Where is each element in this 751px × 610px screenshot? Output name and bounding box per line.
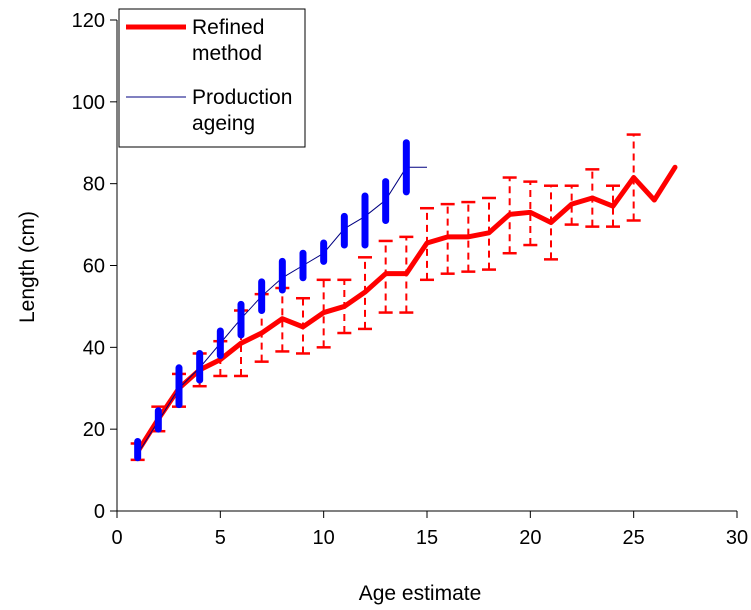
x-axis-title: Age estimate (359, 582, 482, 605)
legend-label-production: Production (192, 86, 292, 109)
x-tick-label: 20 (519, 527, 541, 549)
x-tick-label: 25 (623, 527, 645, 549)
y-axis-title: Length (cm) (16, 211, 39, 323)
plot-area (130, 133, 678, 462)
legend: Refined method Production ageing (118, 8, 306, 148)
x-tick-label: 15 (416, 527, 438, 549)
x-tick-label: 10 (313, 527, 335, 549)
axes: 0 5 10 15 20 25 30 0 20 40 60 80 100 120 (72, 10, 749, 549)
y-tick-label: 0 (94, 501, 105, 523)
y-tick-label: 120 (72, 10, 105, 32)
legend-label-production: ageing (192, 112, 255, 135)
y-tick-label: 80 (83, 174, 105, 196)
legend-label-refined: method (192, 42, 262, 65)
x-tick-label: 5 (215, 527, 226, 549)
x-tick-label: 0 (111, 527, 122, 549)
legend-label-refined: Refined (192, 16, 264, 39)
legend-box (118, 8, 306, 148)
y-tick-label: 20 (83, 419, 105, 441)
x-tick-label: 30 (726, 527, 748, 549)
refined-method-line (135, 164, 678, 455)
y-tick-label: 40 (83, 337, 105, 359)
y-tick-label: 60 (83, 256, 105, 278)
y-tick-label: 100 (72, 92, 105, 114)
